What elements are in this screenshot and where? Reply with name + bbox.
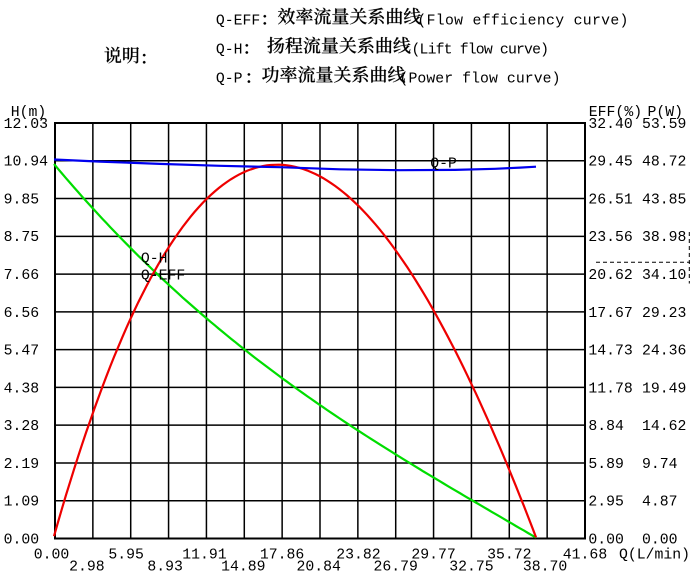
svg-text:38.70: 38.70 [523,560,567,576]
svg-text:29.77: 29.77 [411,548,455,564]
svg-text:5.47: 5.47 [4,344,40,360]
svg-text:20.62: 20.62 [588,268,632,284]
svg-text:35.72: 35.72 [487,548,531,564]
svg-text:Q-H: Q-H [141,252,168,268]
svg-text:23.56: 23.56 [588,230,632,246]
svg-text:26.51: 26.51 [588,192,633,208]
svg-text:EFF(%): EFF(%) [589,105,642,121]
svg-text:23.82: 23.82 [336,548,380,564]
svg-text:17.67: 17.67 [588,306,632,322]
svg-text:1.09: 1.09 [4,495,40,511]
svg-text:12.03: 12.03 [4,117,48,133]
svg-text:3.28: 3.28 [4,419,40,435]
svg-text:Q-H: Q-H [216,42,243,58]
svg-text:Q-EFF: Q-EFF [141,268,185,284]
svg-text:48.72: 48.72 [642,155,686,171]
svg-text:0.00: 0.00 [4,532,40,548]
svg-text:4.87: 4.87 [642,495,678,511]
svg-text:0.00: 0.00 [588,532,624,548]
svg-text:43.85: 43.85 [642,192,686,208]
svg-text:7.66: 7.66 [4,268,40,284]
svg-text:38.98: 38.98 [642,230,686,246]
svg-text:Q(L/min): Q(L/min) [619,548,690,564]
svg-text:2.95: 2.95 [588,495,624,511]
svg-text:14.89: 14.89 [221,560,265,576]
svg-text:4.38: 4.38 [4,381,40,397]
svg-text:0.00: 0.00 [642,532,678,548]
svg-text:32.75: 32.75 [449,560,493,576]
svg-text:34.10: 34.10 [642,268,686,284]
svg-text:(Flow efficiency curve): (Flow efficiency curve) [417,13,628,29]
svg-text:Q-P: Q-P [430,157,457,173]
svg-text:P(W): P(W) [648,105,684,121]
svg-text:29.23: 29.23 [642,306,686,322]
svg-text:5.89: 5.89 [588,457,624,473]
svg-text:2.98: 2.98 [69,560,105,576]
svg-text:11.91: 11.91 [182,548,227,564]
svg-text:8.75: 8.75 [4,230,40,246]
svg-text:Q-EFF: Q-EFF [216,13,260,29]
svg-text:41.68: 41.68 [563,548,607,564]
svg-text:8.93: 8.93 [147,560,183,576]
svg-text:9.74: 9.74 [642,457,678,473]
svg-text:8.84: 8.84 [588,419,624,435]
svg-text:26.79: 26.79 [373,560,417,576]
svg-text:10.94: 10.94 [4,155,49,171]
svg-text:11.78: 11.78 [588,381,632,397]
svg-text:19.49: 19.49 [642,381,686,397]
svg-text:6.56: 6.56 [4,306,40,322]
svg-text:(Power flow curve): (Power flow curve) [400,72,561,88]
svg-text:9.85: 9.85 [4,192,40,208]
svg-text:Q-P: Q-P [216,72,243,88]
svg-text:5.95: 5.95 [108,548,144,564]
svg-text:2.19: 2.19 [4,457,40,473]
svg-text:17.86: 17.86 [260,548,304,564]
svg-text:0.00: 0.00 [34,548,70,564]
svg-text:14.73: 14.73 [588,344,632,360]
svg-text:24.36: 24.36 [642,344,686,360]
svg-text:14.62: 14.62 [642,419,686,435]
svg-text:(Lift flow curve): (Lift flow curve) [412,42,550,58]
svg-text:29.45: 29.45 [588,155,632,171]
svg-text:H(m): H(m) [11,105,47,121]
svg-text:32.40: 32.40 [588,117,632,133]
svg-text:53.59: 53.59 [642,117,686,133]
svg-text:20.84: 20.84 [296,560,341,576]
